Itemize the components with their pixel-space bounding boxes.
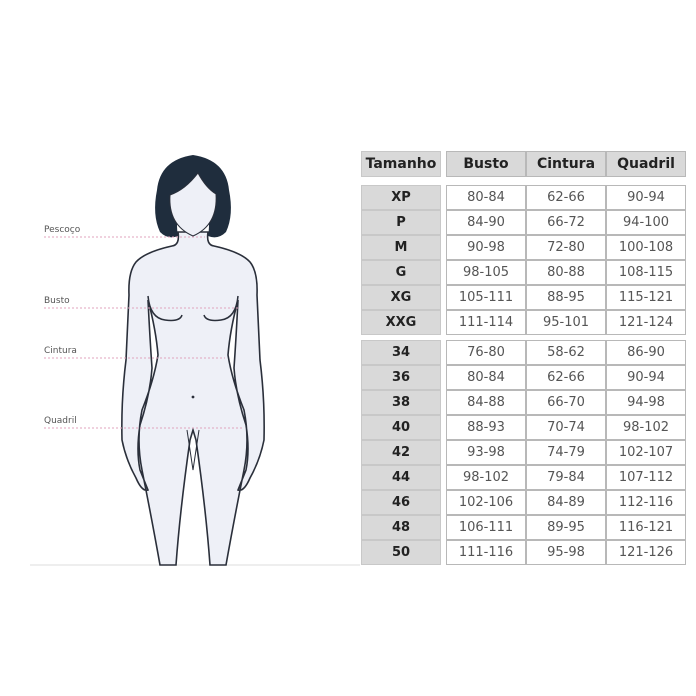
table-row: P 84-90 66-72 94-100 <box>361 210 686 235</box>
measure-cell: 62-66 <box>526 365 606 390</box>
table-row: 42 93-98 74-79 102-107 <box>361 440 686 465</box>
numeric-size-table: 34 76-80 58-62 86-90 36 80-84 62-66 90-94 38 84-8… <box>361 340 686 565</box>
neck-label: Pescoço <box>44 225 81 235</box>
table-row: 36 80-84 62-66 90-94 <box>361 365 686 390</box>
table-row: 44 98-102 79-84 107-112 <box>361 465 686 490</box>
measure-cell: 72-80 <box>526 235 606 260</box>
size-cell: XG <box>361 285 441 310</box>
size-cell: G <box>361 260 441 285</box>
size-cell: 42 <box>361 440 441 465</box>
measure-cell: 112-116 <box>606 490 686 515</box>
measure-cell: 102-107 <box>606 440 686 465</box>
header-bust: Busto <box>446 151 526 177</box>
table-row: 48 106-111 89-95 116-121 <box>361 515 686 540</box>
table-row: 40 88-93 70-74 98-102 <box>361 415 686 440</box>
measure-cell: 84-89 <box>526 490 606 515</box>
size-cell: 38 <box>361 390 441 415</box>
measure-cell: 98-102 <box>446 465 526 490</box>
measure-cell: 76-80 <box>446 340 526 365</box>
size-cell: 44 <box>361 465 441 490</box>
table-row: M 90-98 72-80 100-108 <box>361 235 686 260</box>
measure-cell: 95-98 <box>526 540 606 565</box>
measure-cell: 90-94 <box>606 365 686 390</box>
measure-cell: 111-114 <box>446 310 526 335</box>
measure-cell: 108-115 <box>606 260 686 285</box>
measure-cell: 66-70 <box>526 390 606 415</box>
size-cell: XP <box>361 185 441 210</box>
size-cell: 46 <box>361 490 441 515</box>
measure-cell: 84-88 <box>446 390 526 415</box>
measure-cell: 94-98 <box>606 390 686 415</box>
table-row: 38 84-88 66-70 94-98 <box>361 390 686 415</box>
measure-cell: 98-102 <box>606 415 686 440</box>
size-table-header: Tamanho Busto Cintura Quadril <box>361 151 686 177</box>
measure-cell: 111-116 <box>446 540 526 565</box>
measure-cell: 89-95 <box>526 515 606 540</box>
table-row: 34 76-80 58-62 86-90 <box>361 340 686 365</box>
measure-cell: 80-84 <box>446 365 526 390</box>
size-cell: XXG <box>361 310 441 335</box>
measure-cell: 58-62 <box>526 340 606 365</box>
table-row: XP 80-84 62-66 90-94 <box>361 185 686 210</box>
size-cell: 40 <box>361 415 441 440</box>
measure-cell: 88-93 <box>446 415 526 440</box>
size-cell: 36 <box>361 365 441 390</box>
letter-size-table: XP 80-84 62-66 90-94 P 84-90 66-72 94-100 M 90-98… <box>361 185 686 335</box>
header-waist: Cintura <box>526 151 606 177</box>
hip-label: Quadril <box>44 416 77 426</box>
size-cell: P <box>361 210 441 235</box>
measure-cell: 98-105 <box>446 260 526 285</box>
navel <box>191 395 195 399</box>
measure-cell: 100-108 <box>606 235 686 260</box>
measure-cell: 62-66 <box>526 185 606 210</box>
measure-cell: 106-111 <box>446 515 526 540</box>
measure-cell: 84-90 <box>446 210 526 235</box>
measure-cell: 121-124 <box>606 310 686 335</box>
size-cell: 48 <box>361 515 441 540</box>
measure-cell: 80-84 <box>446 185 526 210</box>
measure-cell: 80-88 <box>526 260 606 285</box>
measure-cell: 95-101 <box>526 310 606 335</box>
header-size: Tamanho <box>361 151 441 177</box>
measure-cell: 94-100 <box>606 210 686 235</box>
measure-cell: 93-98 <box>446 440 526 465</box>
measure-cell: 116-121 <box>606 515 686 540</box>
measure-cell: 79-84 <box>526 465 606 490</box>
table-row: XXG 111-114 95-101 121-124 <box>361 310 686 335</box>
body-outline <box>121 231 265 566</box>
measure-cell: 115-121 <box>606 285 686 310</box>
header-hip: Quadril <box>606 151 686 177</box>
measure-cell: 90-98 <box>446 235 526 260</box>
measure-cell: 74-79 <box>526 440 606 465</box>
measure-cell: 105-111 <box>446 285 526 310</box>
measure-cell: 102-106 <box>446 490 526 515</box>
bust-label: Busto <box>44 296 70 306</box>
size-cell: M <box>361 235 441 260</box>
size-cell: 50 <box>361 540 441 565</box>
face <box>169 172 217 237</box>
table-row: 50 111-116 95-98 121-126 <box>361 540 686 565</box>
measure-cell: 121-126 <box>606 540 686 565</box>
size-cell: 34 <box>361 340 441 365</box>
waist-label: Cintura <box>44 346 77 356</box>
measure-cell: 90-94 <box>606 185 686 210</box>
measure-cell: 66-72 <box>526 210 606 235</box>
table-row: XG 105-111 88-95 115-121 <box>361 285 686 310</box>
table-row: 46 102-106 84-89 112-116 <box>361 490 686 515</box>
table-row: G 98-105 80-88 108-115 <box>361 260 686 285</box>
measure-cell: 86-90 <box>606 340 686 365</box>
measure-cell: 70-74 <box>526 415 606 440</box>
measure-cell: 107-112 <box>606 465 686 490</box>
measure-cell: 88-95 <box>526 285 606 310</box>
